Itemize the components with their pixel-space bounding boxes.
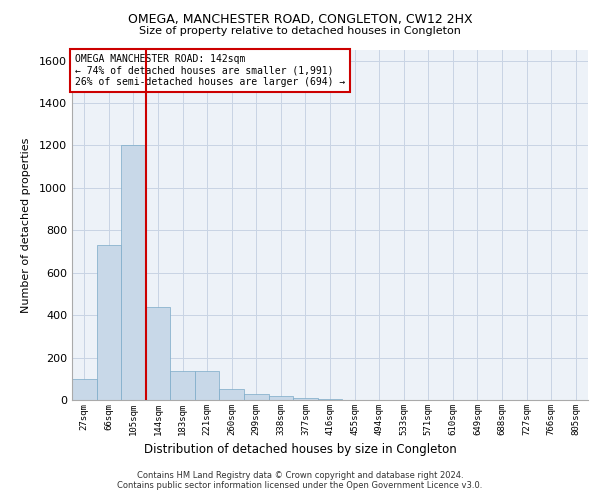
Bar [195, 372, 220, 400]
Bar [220, 390, 244, 400]
Text: OMEGA MANCHESTER ROAD: 142sqm
← 74% of detached houses are smaller (1,991)
26% o: OMEGA MANCHESTER ROAD: 142sqm ← 74% of d… [74, 54, 345, 86]
Bar [146, 306, 170, 400]
Text: Contains HM Land Registry data © Crown copyright and database right 2024.
Contai: Contains HM Land Registry data © Crown c… [118, 470, 482, 490]
Bar [72, 379, 97, 400]
Text: Size of property relative to detached houses in Congleton: Size of property relative to detached ho… [139, 26, 461, 36]
Bar [318, 399, 342, 400]
Bar [293, 398, 318, 400]
Bar [121, 146, 146, 400]
Bar [170, 372, 195, 400]
Bar [269, 396, 293, 400]
Text: Distribution of detached houses by size in Congleton: Distribution of detached houses by size … [143, 442, 457, 456]
Bar [244, 394, 269, 400]
Y-axis label: Number of detached properties: Number of detached properties [20, 138, 31, 312]
Text: OMEGA, MANCHESTER ROAD, CONGLETON, CW12 2HX: OMEGA, MANCHESTER ROAD, CONGLETON, CW12 … [128, 12, 472, 26]
Bar [97, 245, 121, 400]
